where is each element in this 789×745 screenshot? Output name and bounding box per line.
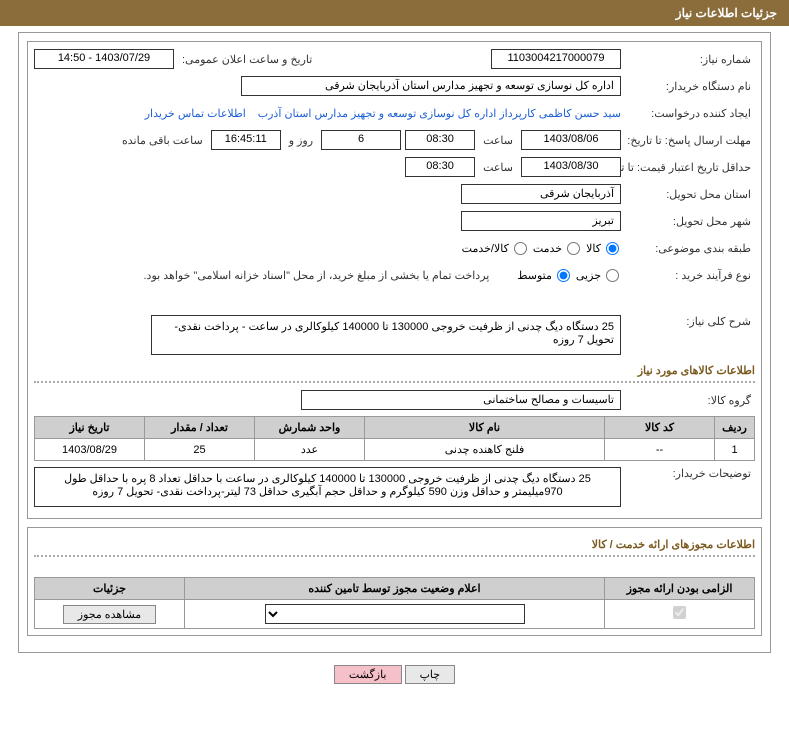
radio-khadmat-label: خدمت bbox=[533, 242, 562, 255]
province-value: آذربایجان شرقی bbox=[461, 184, 621, 204]
table-row: 1 -- فلنج کاهنده چدنی عدد 25 1403/08/29 bbox=[35, 439, 755, 461]
summary-label: شرح کلی نیاز: bbox=[625, 315, 755, 328]
col-name: نام کالا bbox=[365, 417, 605, 439]
radio-kala-label: کالا bbox=[586, 242, 601, 255]
category-radio-both[interactable]: کالا/خدمت bbox=[462, 242, 529, 255]
validity-hour: 08:30 bbox=[405, 157, 475, 177]
proc-radio-partial[interactable]: جزیی bbox=[576, 269, 621, 282]
remain-label: ساعت باقی مانده bbox=[118, 134, 207, 147]
cell-status bbox=[185, 600, 605, 629]
need-no-label: شماره نیاز: bbox=[625, 53, 755, 66]
goods-table: ردیف کد کالا نام کالا واحد شمارش تعداد /… bbox=[34, 416, 755, 461]
proc-note: پرداخت تمام یا بخشی از مبلغ خرید، از محل… bbox=[140, 269, 494, 282]
buyer-org-value: اداره کل نوسازی توسعه و تجهیز مدارس استا… bbox=[241, 76, 621, 96]
cell-qty: 25 bbox=[145, 439, 255, 461]
license-row: مشاهده مجوز bbox=[35, 600, 755, 629]
page-header: جزئیات اطلاعات نیاز bbox=[0, 0, 789, 26]
category-radio-kala[interactable]: کالا bbox=[586, 242, 621, 255]
col-qty: تعداد / مقدار bbox=[145, 417, 255, 439]
cell-date: 1403/08/29 bbox=[35, 439, 145, 461]
main-container: شماره نیاز: 1103004217000079 تاریخ و ساع… bbox=[18, 32, 771, 653]
cell-code: -- bbox=[605, 439, 715, 461]
col-unit: واحد شمارش bbox=[255, 417, 365, 439]
action-buttons: چاپ بازگشت bbox=[0, 659, 789, 690]
buyer-contact-link[interactable]: اطلاعات تماس خریدار bbox=[145, 107, 246, 120]
hour-label-2: ساعت bbox=[479, 161, 517, 174]
buyer-org-label: نام دستگاه خریدار: bbox=[625, 80, 755, 93]
province-label: استان محل تحویل: bbox=[625, 188, 755, 201]
view-license-button[interactable]: مشاهده مجوز bbox=[63, 605, 156, 624]
requester-label: ایجاد کننده درخواست: bbox=[625, 107, 755, 120]
proc-radio-medium[interactable]: متوسط bbox=[517, 269, 572, 282]
need-info-section: شماره نیاز: 1103004217000079 تاریخ و ساع… bbox=[27, 41, 762, 519]
remaining-time: 16:45:11 bbox=[211, 130, 281, 150]
category-label: طبقه بندی موضوعی: bbox=[625, 242, 755, 255]
mandatory-checkbox bbox=[673, 606, 686, 619]
license-section: اطلاعات مجوزهای ارائه خدمت / کالا الزامی… bbox=[27, 527, 762, 636]
category-radio-khadmat[interactable]: خدمت bbox=[533, 242, 582, 255]
col-mandatory: الزامی بودن ارائه مجوز bbox=[605, 578, 755, 600]
announce-value: 1403/07/29 - 14:50 bbox=[34, 49, 174, 69]
deadline-hour: 08:30 bbox=[405, 130, 475, 150]
proc-label: نوع فرآیند خرید : bbox=[625, 269, 755, 282]
validity-date: 1403/08/30 bbox=[521, 157, 621, 177]
col-status: اعلام وضعیت مجوز توسط تامین کننده bbox=[185, 578, 605, 600]
deadline-label: مهلت ارسال پاسخ: تا تاریخ: bbox=[625, 134, 755, 147]
radio-partial-input[interactable] bbox=[606, 269, 619, 282]
city-value: تبریز bbox=[461, 211, 621, 231]
need-no-value: 1103004217000079 bbox=[491, 49, 621, 69]
radio-partial-label: جزیی bbox=[576, 269, 601, 282]
back-button[interactable]: بازگشت bbox=[334, 665, 402, 684]
goods-group-label: گروه کالا: bbox=[625, 394, 755, 407]
col-detail: جزئیات bbox=[35, 578, 185, 600]
radio-khadmat-input[interactable] bbox=[567, 242, 580, 255]
cell-detail: مشاهده مجوز bbox=[35, 600, 185, 629]
radio-both-label: کالا/خدمت bbox=[462, 242, 509, 255]
hour-label-1: ساعت bbox=[479, 134, 517, 147]
cell-mandatory bbox=[605, 600, 755, 629]
city-label: شهر محل تحویل: bbox=[625, 215, 755, 228]
announce-label: تاریخ و ساعت اعلان عمومی: bbox=[178, 53, 316, 66]
buyer-desc-label: توضیحات خریدار: bbox=[625, 467, 755, 480]
requester-value[interactable]: سید حسن کاظمی کارپرداز اداره کل نوسازی ت… bbox=[258, 107, 621, 120]
radio-medium-label: متوسط bbox=[517, 269, 552, 282]
cell-unit: عدد bbox=[255, 439, 365, 461]
radio-both-input[interactable] bbox=[514, 242, 527, 255]
radio-kala-input[interactable] bbox=[606, 242, 619, 255]
license-table: الزامی بودن ارائه مجوز اعلام وضعیت مجوز … bbox=[34, 577, 755, 629]
col-row: ردیف bbox=[715, 417, 755, 439]
cell-idx: 1 bbox=[715, 439, 755, 461]
status-select[interactable] bbox=[265, 604, 525, 624]
col-code: کد کالا bbox=[605, 417, 715, 439]
radio-medium-input[interactable] bbox=[557, 269, 570, 282]
remaining-days: 6 bbox=[321, 130, 401, 150]
page-title: جزئیات اطلاعات نیاز bbox=[676, 6, 777, 20]
col-date: تاریخ نیاز bbox=[35, 417, 145, 439]
summary-text: 25 دستگاه دیگ چدنی از ظرفیت خروجی 130000… bbox=[151, 315, 621, 355]
deadline-date: 1403/08/06 bbox=[521, 130, 621, 150]
validity-label: حداقل تاریخ اعتبار قیمت: تا تاریخ: bbox=[625, 161, 755, 174]
license-section-title: اطلاعات مجوزهای ارائه خدمت / کالا bbox=[34, 534, 755, 557]
goods-section-title: اطلاعات کالاهای مورد نیاز bbox=[34, 360, 755, 383]
days-and-label: روز و bbox=[285, 134, 317, 147]
print-button[interactable]: چاپ bbox=[405, 665, 456, 684]
buyer-desc-text: 25 دستگاه دیگ چدنی از ظرفیت خروجی 130000… bbox=[34, 467, 621, 507]
goods-group-value: تاسیسات و مصالح ساختمانی bbox=[301, 390, 621, 410]
cell-name: فلنج کاهنده چدنی bbox=[365, 439, 605, 461]
